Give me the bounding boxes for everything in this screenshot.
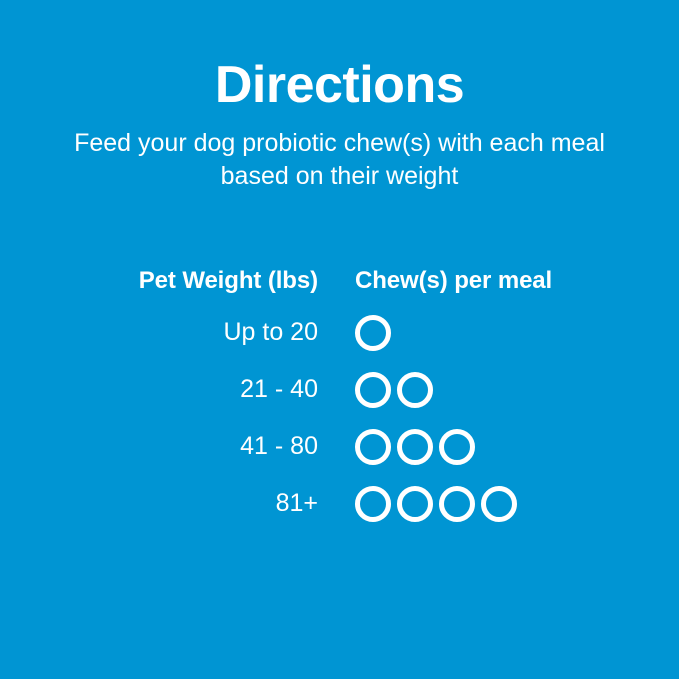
subtitle-line-2: based on their weight [220, 161, 459, 190]
chew-count-cell [318, 371, 679, 408]
chew-ring-icon [397, 485, 433, 522]
weight-range-label: 21 - 40 [240, 375, 318, 403]
table-row: 41 - 80 [0, 418, 679, 475]
chew-ring-group [355, 428, 475, 465]
column-header-chews-per-meal: Chew(s) per meal [355, 267, 553, 294]
chew-ring-group [355, 314, 391, 351]
page-title: Directions [214, 56, 465, 114]
subtitle-line-1: Feed your dog probiotic chew(s) with eac… [74, 128, 605, 157]
chew-ring-icon [355, 314, 391, 351]
dosage-table: Pet Weight (lbs) Chew(s) per meal Up to … [0, 258, 679, 532]
weight-range-label: Up to 20 [223, 318, 318, 346]
chew-ring-group [355, 485, 517, 522]
chew-count-cell [318, 428, 679, 465]
chew-ring-icon [355, 371, 391, 408]
chew-ring-icon [355, 485, 391, 522]
table-row: 81+ [0, 475, 679, 532]
chew-ring-group [355, 371, 433, 408]
chew-ring-icon [355, 428, 391, 465]
column-header-pet-weight: Pet Weight (lbs) [138, 267, 318, 294]
chew-count-cell [318, 314, 679, 351]
chew-count-cell [318, 485, 679, 522]
heading-block: Directions Feed your dog probiotic chew(… [0, 58, 679, 193]
page-subtitle: Feed your dog probiotic chew(s) with eac… [40, 127, 640, 193]
chew-ring-icon [439, 485, 475, 522]
table-row: Up to 20 [0, 304, 679, 361]
weight-range-label: 41 - 80 [240, 432, 318, 460]
table-row: 21 - 40 [0, 361, 679, 418]
chew-ring-icon [439, 428, 475, 465]
chew-ring-icon [397, 428, 433, 465]
table-header-row: Pet Weight (lbs) Chew(s) per meal [0, 258, 679, 304]
chew-ring-icon [397, 371, 433, 408]
chew-ring-icon [481, 485, 517, 522]
weight-range-label: 81+ [275, 489, 318, 517]
